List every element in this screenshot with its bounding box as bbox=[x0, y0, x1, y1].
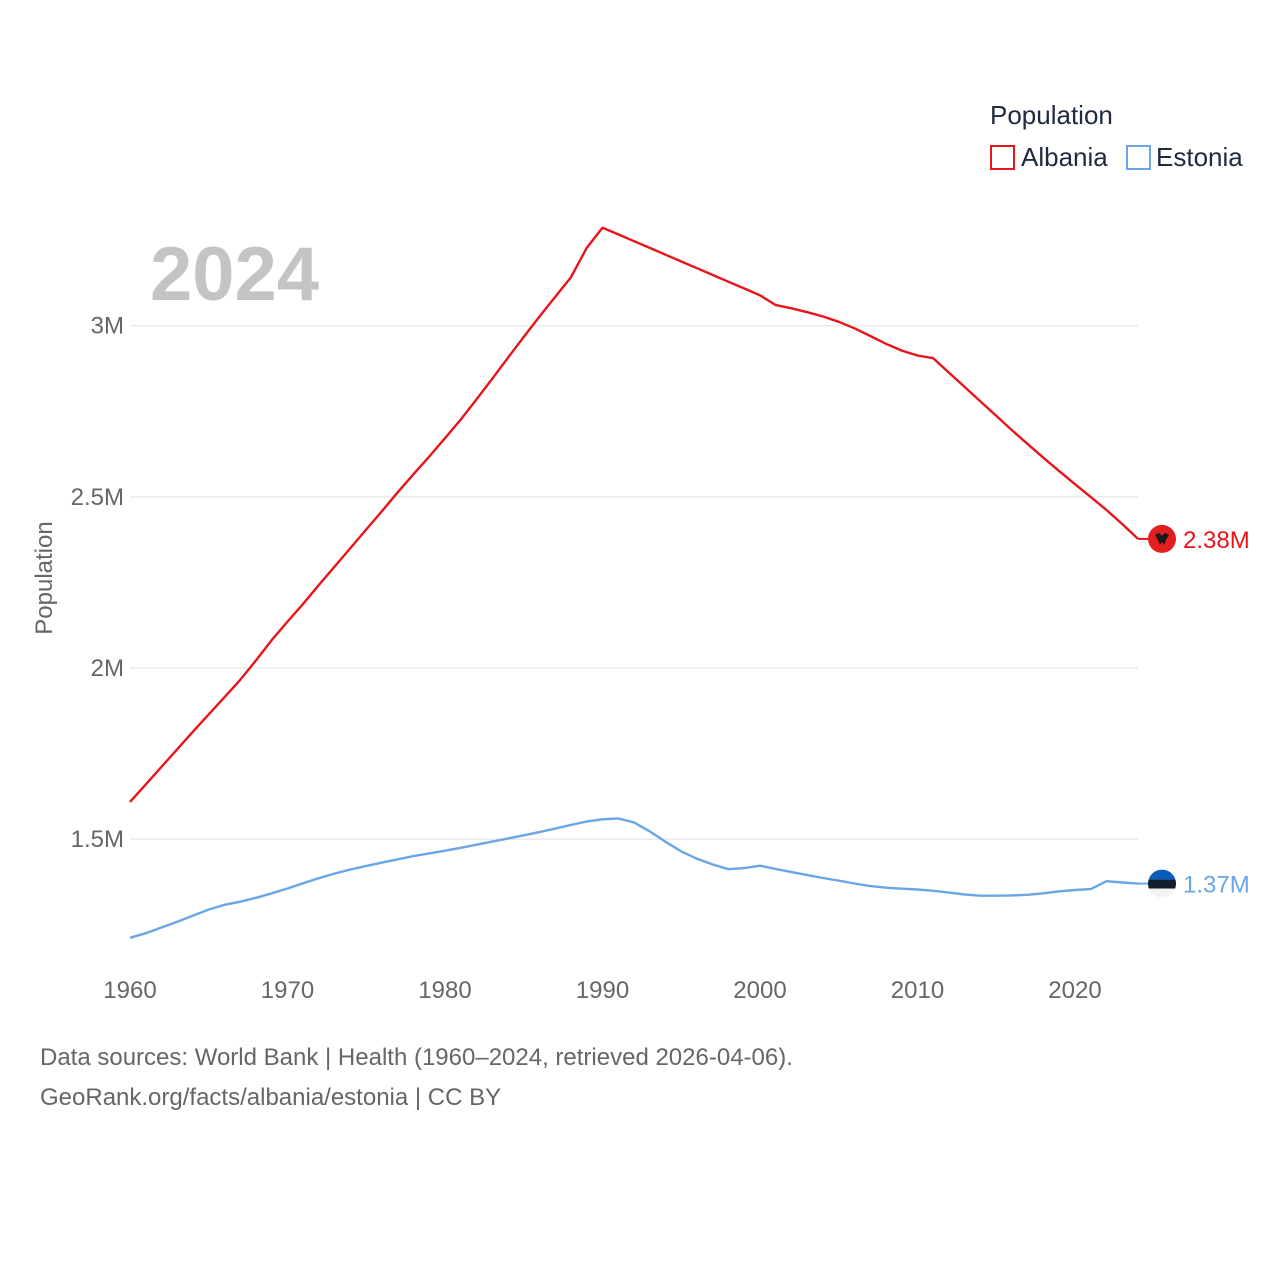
x-axis-ticks: 1960 1970 1980 1990 2000 2010 2020 bbox=[103, 977, 1101, 1004]
y-tick-label: 1.5M bbox=[71, 826, 124, 853]
legend-item-albania[interactable]: Albania bbox=[990, 142, 1108, 172]
y-tick-label: 2.5M bbox=[71, 484, 124, 511]
gridlines bbox=[130, 325, 1138, 840]
x-tick-label: 2000 bbox=[733, 977, 786, 1004]
legend-title: Population bbox=[990, 100, 1113, 130]
y-tick-label: 2M bbox=[91, 655, 124, 682]
legend-item-estonia[interactable]: Estonia bbox=[1126, 142, 1243, 172]
albania-flag-icon bbox=[1148, 524, 1176, 553]
x-tick-label: 1960 bbox=[103, 977, 156, 1004]
estonia-flag-icon bbox=[1148, 869, 1176, 898]
x-tick-label: 1970 bbox=[261, 977, 314, 1004]
series-line-albania[interactable] bbox=[129, 226, 1139, 803]
end-value-label-estonia: 1.37M bbox=[1183, 872, 1250, 899]
x-tick-label: 1980 bbox=[418, 977, 471, 1004]
y-tick-label: 3M bbox=[91, 313, 124, 340]
y-axis-ticks: 1.5M 2M 2.5M 3M bbox=[71, 313, 124, 853]
footer-sources: Data sources: World Bank | Health (1960–… bbox=[40, 1044, 793, 1071]
x-tick-label: 2020 bbox=[1048, 977, 1101, 1004]
x-tick-label: 2010 bbox=[891, 977, 944, 1004]
legend[interactable]: Population Albania Estonia bbox=[990, 100, 1243, 172]
footer-attribution: GeoRank.org/facts/albania/estonia | CC B… bbox=[40, 1084, 502, 1111]
legend-swatch-albania bbox=[990, 145, 1015, 170]
y-axis-title: Population bbox=[31, 521, 58, 634]
end-value-label-albania: 2.38M bbox=[1183, 527, 1250, 554]
legend-label-albania: Albania bbox=[1021, 142, 1108, 172]
legend-swatch-estonia bbox=[1126, 145, 1151, 170]
x-tick-label: 1990 bbox=[576, 977, 629, 1004]
series-line-estonia[interactable] bbox=[129, 817, 1139, 939]
series-lines bbox=[129, 226, 1139, 939]
year-label: 2024 bbox=[150, 232, 319, 317]
legend-label-estonia: Estonia bbox=[1156, 142, 1243, 172]
series-endpoints: 2.38M 1.37M bbox=[1138, 524, 1250, 899]
